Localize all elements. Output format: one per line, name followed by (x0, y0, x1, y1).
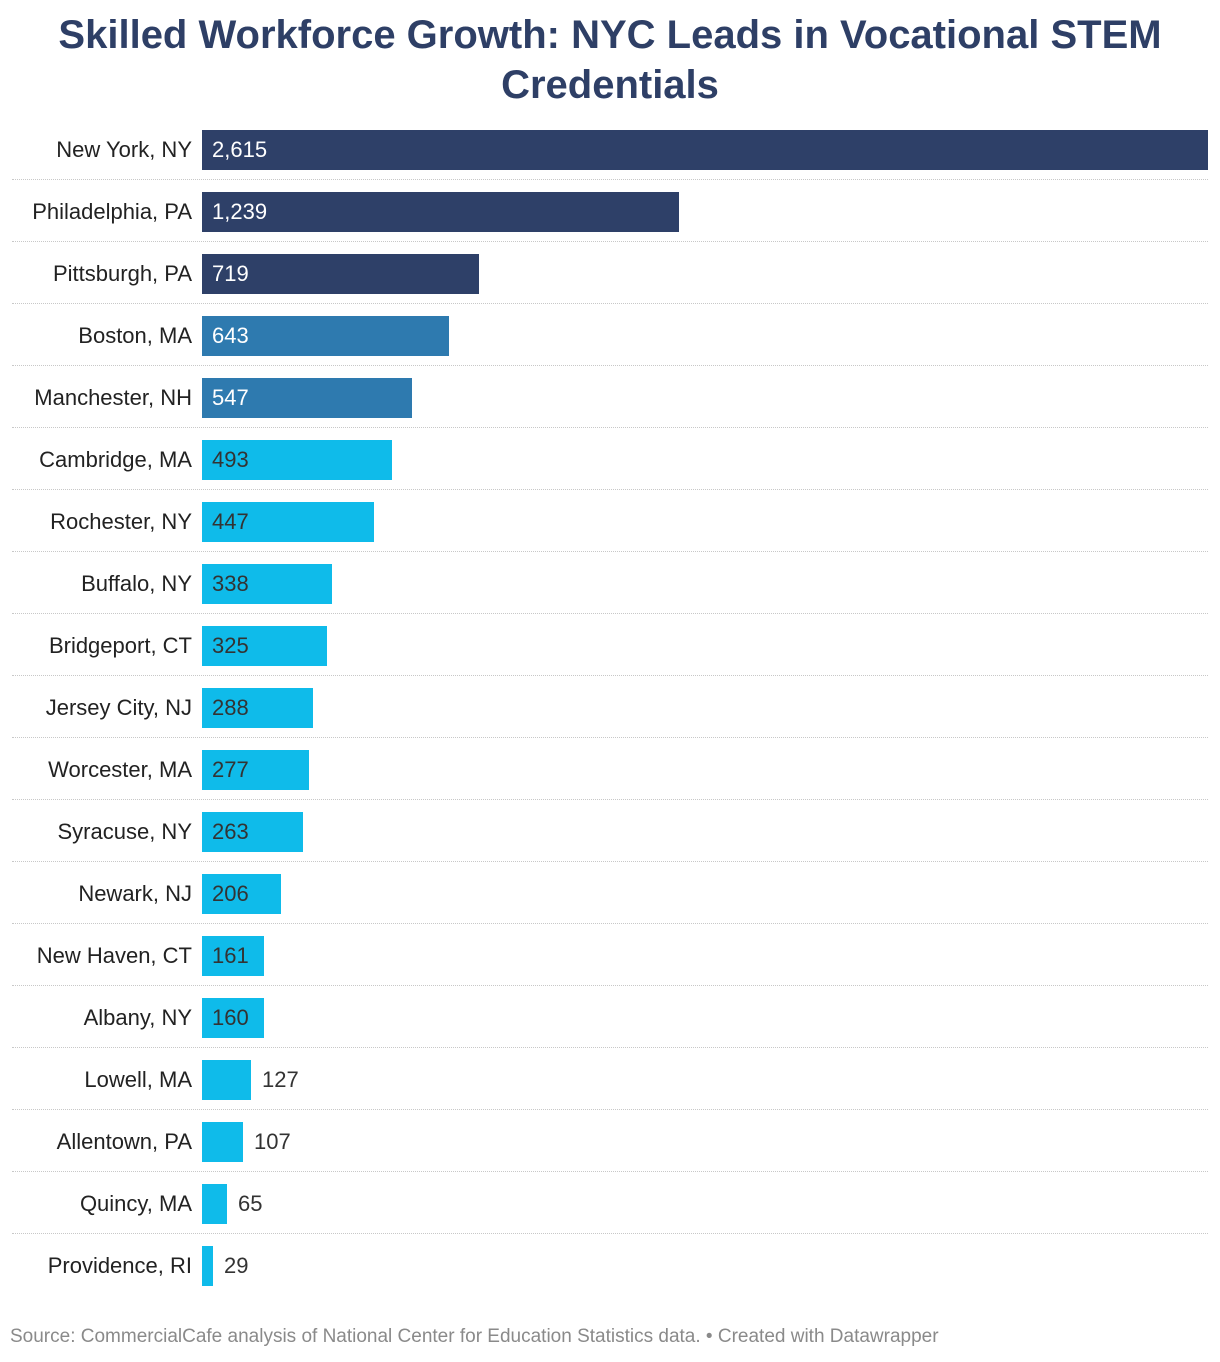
row-divider (12, 1109, 1208, 1110)
value-label: 263 (212, 819, 249, 844)
row-divider (12, 799, 1208, 800)
value-label: 160 (212, 1005, 249, 1030)
row-divider (12, 1171, 1208, 1172)
bar (202, 1184, 227, 1224)
bar-row: Newark, NJ 206 (12, 862, 1208, 924)
value-label: 1,239 (212, 199, 268, 224)
row-divider (12, 1233, 1208, 1234)
category-label: Syracuse, NY (57, 819, 193, 844)
value-label: 288 (212, 695, 249, 720)
category-label: Allentown, PA (56, 1129, 192, 1154)
category-label: Lowell, MA (84, 1067, 192, 1092)
bar (202, 130, 1208, 170)
category-label: Philadelphia, PA (32, 199, 192, 224)
bar (202, 874, 281, 914)
value-label: 719 (212, 261, 249, 286)
bar (202, 192, 679, 232)
source-note: Source: CommercialCafe analysis of Natio… (10, 1326, 939, 1347)
category-label: Boston, MA (78, 323, 192, 348)
value-label: 65 (238, 1191, 263, 1216)
row-divider (12, 737, 1208, 738)
bar-row: Bridgeport, CT 325 (12, 614, 1208, 676)
bar-row: Jersey City, NJ 288 (12, 676, 1208, 738)
value-label: 325 (212, 633, 249, 658)
value-label: 447 (212, 509, 249, 534)
bar-row: Cambridge, MA 493 (12, 428, 1208, 490)
row-divider (12, 861, 1208, 862)
bar-row: Providence, RI 29 (12, 1234, 1208, 1296)
bar (202, 750, 309, 790)
bar (202, 440, 392, 480)
bar-row: Lowell, MA 127 (12, 1048, 1208, 1110)
category-label: Worcester, MA (48, 757, 192, 782)
value-label: 547 (212, 385, 249, 410)
bar (202, 502, 374, 542)
bar-row: Philadelphia, PA 1,239 (12, 180, 1208, 242)
bar-row: Quincy, MA 65 (12, 1172, 1208, 1234)
category-label: Manchester, NH (34, 385, 192, 410)
value-label: 107 (254, 1129, 291, 1154)
category-label: Cambridge, MA (39, 447, 192, 472)
value-label: 338 (212, 571, 249, 596)
bar-row: Worcester, MA 277 (12, 738, 1208, 800)
bar (202, 564, 332, 604)
row-divider (12, 241, 1208, 242)
row-divider (12, 303, 1208, 304)
row-divider (12, 365, 1208, 366)
category-label: Providence, RI (47, 1253, 192, 1278)
row-divider (12, 1047, 1208, 1048)
row-divider (12, 551, 1208, 552)
row-divider (12, 613, 1208, 614)
category-label: Pittsburgh, PA (53, 261, 192, 286)
bar-row: Rochester, NY 447 (12, 490, 1208, 552)
bar-row: Manchester, NH 547 (12, 366, 1208, 428)
bar (202, 254, 479, 294)
bar-row: New Haven, CT 161 (12, 924, 1208, 986)
value-label: 29 (224, 1253, 249, 1278)
bar-chart: New York, NY 2,615 Philadelphia, PA 1,239 Pi… (0, 118, 1220, 1298)
category-label: Quincy, MA (79, 1191, 192, 1216)
bar-row: New York, NY 2,615 (12, 118, 1208, 180)
category-label: Jersey City, NJ (45, 695, 192, 720)
bar-row: Allentown, PA 107 (12, 1110, 1208, 1172)
bar (202, 316, 449, 356)
value-label: 206 (212, 881, 249, 906)
row-divider (12, 923, 1208, 924)
bar (202, 1122, 243, 1162)
row-divider (12, 675, 1208, 676)
bar (202, 812, 303, 852)
bar-row: Syracuse, NY 263 (12, 800, 1208, 862)
category-label: New Haven, CT (36, 943, 192, 968)
category-label: New York, NY (56, 137, 192, 162)
bar-row: Pittsburgh, PA 719 (12, 242, 1208, 304)
bar (202, 1060, 251, 1100)
bar-row: Albany, NY 160 (12, 986, 1208, 1048)
bar (202, 688, 313, 728)
bar (202, 378, 412, 418)
category-label: Buffalo, NY (81, 571, 192, 596)
chart-title: Skilled Workforce Growth: NYC Leads in V… (58, 13, 1162, 107)
bar (202, 998, 264, 1038)
row-divider (12, 179, 1208, 180)
bar (202, 626, 327, 666)
row-divider (12, 985, 1208, 986)
value-label: 277 (212, 757, 249, 782)
row-divider (12, 489, 1208, 490)
category-label: Rochester, NY (50, 509, 192, 534)
value-label: 643 (212, 323, 249, 348)
bar (202, 936, 264, 976)
category-label: Newark, NJ (78, 881, 192, 906)
value-label: 127 (262, 1067, 299, 1092)
bar (202, 1246, 213, 1286)
category-label: Bridgeport, CT (48, 633, 192, 658)
value-label: 2,615 (212, 137, 268, 162)
bar-row: Buffalo, NY 338 (12, 552, 1208, 614)
value-label: 161 (212, 943, 249, 968)
row-divider (12, 427, 1208, 428)
value-label: 493 (212, 447, 249, 472)
bar-row: Boston, MA 643 (12, 304, 1208, 366)
category-label: Albany, NY (83, 1005, 192, 1030)
